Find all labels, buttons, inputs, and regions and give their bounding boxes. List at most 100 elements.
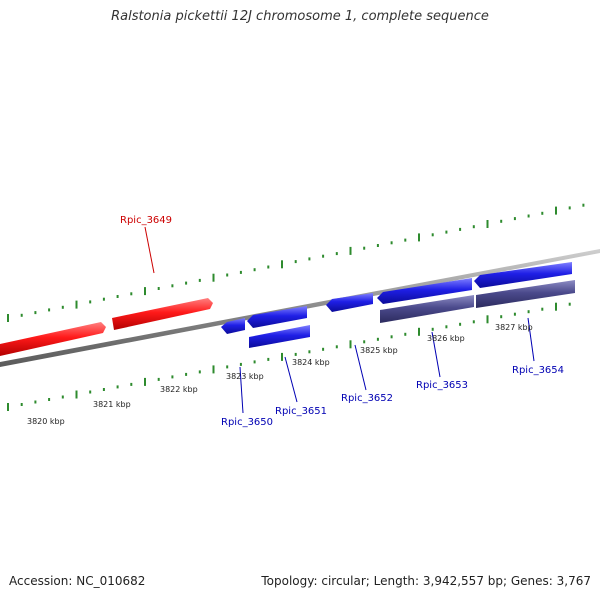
gene-rpic-3653-rna-block[interactable]: [380, 295, 474, 323]
tick-label-3822: 3822 kbp: [160, 385, 198, 394]
scale-minor-tick: [390, 241, 393, 245]
scale-minor-tick: [404, 332, 407, 336]
scale-minor-tick: [239, 362, 242, 366]
scale-minor-tick: [459, 227, 462, 231]
scale-minor-tick: [445, 230, 448, 234]
scale-minor-tick: [363, 340, 366, 344]
label-line-rpic-3650: [239, 366, 244, 414]
scale-major-tick: [144, 377, 146, 386]
scale-major-tick: [486, 220, 489, 228]
scale-minor-tick: [267, 265, 270, 269]
scale-minor-tick: [527, 310, 530, 314]
scale-minor-tick: [171, 375, 174, 379]
gene-rpic-3651-arrow[interactable]: [247, 306, 307, 328]
tick-label-3827: 3827 kbp: [495, 323, 533, 332]
scale-major-tick: [281, 260, 283, 269]
scale-major-tick: [486, 315, 489, 324]
scale-minor-tick: [226, 273, 229, 277]
label-line-rpic-3649: [144, 226, 155, 274]
scale-minor-tick: [116, 385, 119, 389]
gene-label-rpic-3651[interactable]: Rpic_3651: [275, 406, 327, 417]
gene-rpic-3652-arrow[interactable]: [326, 293, 373, 312]
scale-major-tick: [7, 403, 9, 411]
tick-label-3820: 3820 kbp: [27, 417, 65, 426]
scale-minor-tick: [513, 312, 516, 316]
scale-minor-tick: [171, 284, 174, 288]
gene-rpic-3654-arrow[interactable]: [474, 262, 572, 288]
scale-minor-tick: [239, 270, 242, 274]
reverse-scale-dots: [7, 302, 571, 411]
gene-rpic-3653-arrow[interactable]: [377, 278, 472, 304]
gene-label-rpic-3649[interactable]: Rpic_3649: [120, 215, 172, 226]
scale-minor-tick: [431, 233, 434, 237]
scale-minor-tick: [308, 257, 311, 261]
sequence-summary-text: Topology: circular; Length: 3,942,557 bp…: [261, 574, 591, 588]
scale-major-tick: [555, 206, 557, 215]
scale-minor-tick: [157, 377, 160, 381]
tick-label-3823: 3823 kbp: [226, 372, 264, 381]
scale-minor-tick: [130, 292, 133, 296]
scale-major-tick: [144, 287, 146, 296]
scale-minor-tick: [308, 350, 311, 354]
scale-minor-tick: [48, 398, 51, 401]
scale-minor-tick: [513, 217, 516, 221]
scale-minor-tick: [335, 345, 338, 349]
scale-minor-tick: [335, 252, 338, 256]
scale-major-tick: [418, 233, 420, 242]
scale-minor-tick: [404, 238, 407, 242]
scale-minor-tick: [568, 206, 571, 210]
scale-minor-tick: [102, 297, 105, 301]
scale-minor-tick: [34, 400, 37, 404]
scale-minor-tick: [322, 347, 325, 351]
scale-minor-tick: [500, 315, 503, 319]
scale-minor-tick: [267, 357, 270, 361]
scale-minor-tick: [568, 302, 571, 306]
gene-rpic-3651b-arrow[interactable]: [249, 325, 310, 348]
scale-minor-tick: [20, 403, 23, 406]
scale-minor-tick: [185, 372, 188, 376]
gene-label-rpic-3650[interactable]: Rpic_3650: [221, 417, 273, 428]
scale-minor-tick: [431, 327, 434, 331]
gene-label-rpic-3652[interactable]: Rpic_3652: [341, 393, 393, 404]
scale-major-tick: [555, 302, 557, 311]
tick-label-3821: 3821 kbp: [93, 400, 131, 409]
scale-minor-tick: [34, 311, 37, 315]
scale-minor-tick: [61, 395, 64, 399]
scale-minor-tick: [198, 278, 201, 282]
accession-text: Accession: NC_010682: [9, 574, 146, 588]
gene-label-rpic-3654[interactable]: Rpic_3654: [512, 365, 564, 376]
gene-label-rpic-3653[interactable]: Rpic_3653: [416, 380, 468, 391]
gene-rpic-3648-arrow[interactable]: [0, 322, 106, 356]
label-line-rpic-3651: [284, 356, 298, 403]
scale-major-tick: [418, 327, 420, 336]
scale-minor-tick: [390, 335, 393, 339]
tick-label-3826: 3826 kbp: [427, 334, 465, 343]
scale-minor-tick: [89, 300, 92, 304]
forward-scale-dots: [7, 203, 585, 322]
scale-major-tick: [212, 273, 215, 282]
scale-minor-tick: [185, 281, 188, 285]
label-line-rpic-3654: [527, 317, 535, 362]
gene-rpic-3649-arrow[interactable]: [112, 298, 213, 330]
scale-minor-tick: [459, 322, 462, 326]
scale-major-tick: [212, 365, 215, 374]
scale-major-tick: [75, 300, 78, 309]
scale-minor-tick: [253, 268, 256, 272]
scale-minor-tick: [48, 308, 51, 312]
gene-rpic-3654-rna-block[interactable]: [476, 280, 575, 308]
scale-minor-tick: [541, 307, 544, 311]
scale-minor-tick: [89, 390, 92, 394]
scale-major-tick: [349, 246, 352, 255]
scale-minor-tick: [198, 370, 201, 374]
scale-minor-tick: [472, 225, 475, 229]
scale-minor-tick: [157, 287, 160, 290]
scale-minor-tick: [130, 382, 133, 386]
gene-rpic-3650-arrow[interactable]: [221, 318, 245, 334]
scale-minor-tick: [322, 254, 325, 258]
scale-minor-tick: [61, 305, 64, 309]
tick-label-3824: 3824 kbp: [292, 358, 330, 367]
label-line-rpic-3653: [431, 331, 441, 378]
scale-minor-tick: [500, 219, 503, 223]
